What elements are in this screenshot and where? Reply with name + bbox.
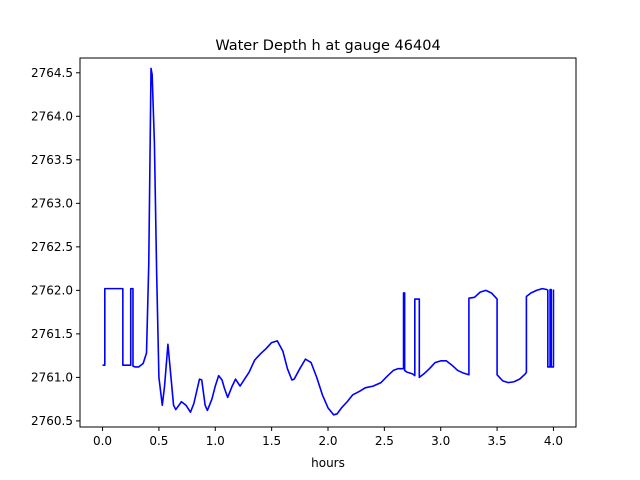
x-tick-label: 0.0: [93, 434, 112, 448]
x-tick-label: 2.5: [375, 434, 394, 448]
plot-area: [102, 67, 555, 416]
x-tick-label: 4.0: [544, 434, 563, 448]
x-tick-label: 1.5: [262, 434, 281, 448]
y-tick-label: 2761.0: [31, 370, 73, 384]
y-tick-label: 2760.5: [31, 414, 73, 428]
y-tick-label: 2764.5: [31, 66, 73, 80]
y-tick-label: 2762.0: [31, 283, 73, 297]
y-tick-label: 2764.0: [31, 109, 73, 123]
x-tick-label: 0.5: [149, 434, 168, 448]
y-tick-label: 2763.0: [31, 196, 73, 210]
y-tick-label: 2761.5: [31, 327, 73, 341]
x-tick-label: 3.0: [431, 434, 450, 448]
x-axis-label: hours: [311, 456, 345, 470]
series-line-0: [102, 67, 555, 416]
y-tick-label: 2763.5: [31, 153, 73, 167]
y-tick-label: 2762.5: [31, 240, 73, 254]
axis-ticks: 0.0 0.5 1.0 1.5 2.0 2.5 3.0 3.5 4.0 2760.5 2761.0 2…: [31, 66, 563, 448]
x-tick-label: 2.0: [318, 434, 337, 448]
x-tick-label: 1.0: [206, 434, 225, 448]
axes-frame: [79, 57, 577, 428]
chart-title: Water Depth h at gauge 46404: [215, 38, 440, 54]
x-tick-label: 3.5: [488, 434, 507, 448]
